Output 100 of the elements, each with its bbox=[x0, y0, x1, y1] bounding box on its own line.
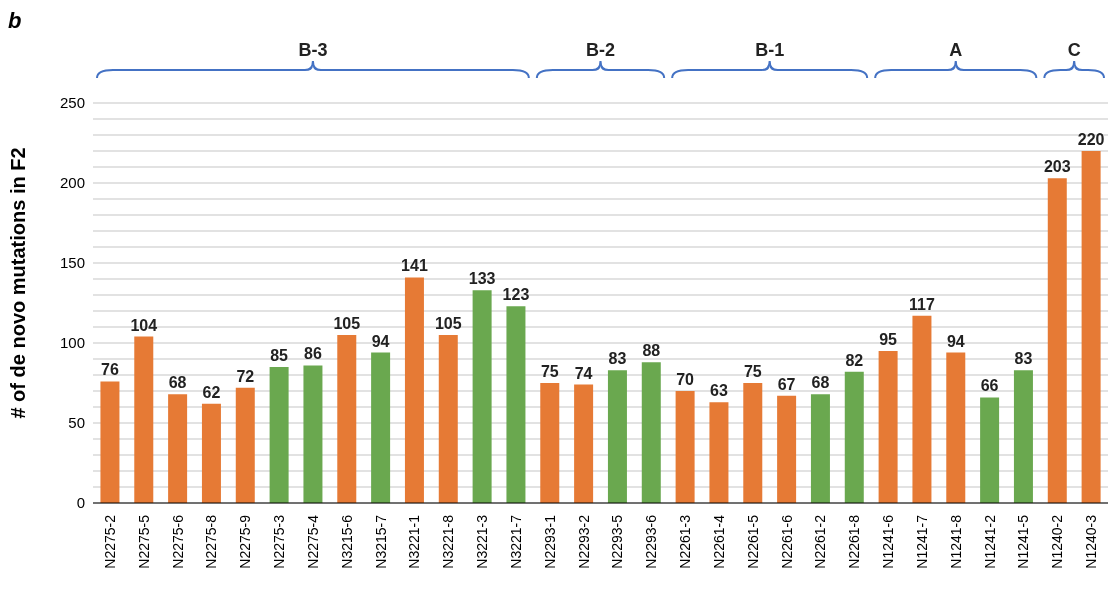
y-tick-label: 50 bbox=[68, 414, 85, 432]
x-tick-label: N2261-3 bbox=[677, 514, 694, 569]
bar bbox=[1013, 370, 1033, 503]
x-tick-label: N2275-5 bbox=[135, 514, 152, 569]
x-tick-label: N2293-5 bbox=[609, 514, 626, 569]
data-label: 66 bbox=[980, 377, 999, 395]
y-tick-label: 250 bbox=[59, 94, 85, 112]
bar bbox=[303, 365, 323, 503]
x-tick-label: N2293-6 bbox=[643, 514, 660, 569]
data-label: 133 bbox=[468, 270, 496, 288]
x-tick-label: N3221-8 bbox=[440, 514, 457, 569]
x-tick-label: N2293-2 bbox=[575, 514, 592, 569]
data-label: 94 bbox=[371, 332, 390, 350]
bar bbox=[269, 367, 289, 503]
bar bbox=[134, 336, 154, 503]
x-tick-label: N2275-8 bbox=[203, 514, 220, 569]
data-label: 95 bbox=[879, 331, 898, 348]
x-tick-label: N3221-1 bbox=[406, 514, 423, 569]
x-tick-label: N1241-2 bbox=[981, 514, 998, 569]
x-tick-label: N2275-6 bbox=[169, 514, 186, 569]
bar bbox=[607, 370, 627, 503]
data-label: 76 bbox=[101, 361, 119, 379]
bar bbox=[980, 397, 1000, 503]
data-label: 117 bbox=[909, 295, 935, 313]
data-label: 75 bbox=[743, 363, 762, 380]
bar bbox=[1081, 151, 1101, 503]
x-tick-label: N2261-6 bbox=[778, 514, 795, 569]
data-label: 75 bbox=[540, 363, 559, 380]
x-tick-label: N1240-3 bbox=[1083, 514, 1100, 569]
text: B-1 bbox=[755, 40, 785, 60]
bar bbox=[337, 335, 357, 503]
x-tick-label: N2293-1 bbox=[541, 514, 558, 569]
x-tick-label: N2261-8 bbox=[846, 514, 863, 569]
x-tick-label: N1241-8 bbox=[947, 514, 964, 569]
bar bbox=[777, 395, 797, 503]
x-tick-label: N1241-6 bbox=[880, 514, 897, 569]
bar bbox=[709, 402, 729, 503]
x-tick-label: N2261-2 bbox=[812, 514, 829, 569]
bar bbox=[506, 306, 526, 503]
data-label: 88 bbox=[642, 342, 661, 360]
data-label: 63 bbox=[710, 382, 728, 400]
data-label: 62 bbox=[202, 383, 221, 401]
x-tick-label: N1240-2 bbox=[1049, 514, 1066, 569]
data-label: 68 bbox=[811, 374, 830, 392]
y-tick-label: 0 bbox=[76, 494, 85, 512]
text: B-3 bbox=[298, 40, 328, 60]
x-tick-label: N2261-5 bbox=[744, 514, 761, 569]
data-label: 67 bbox=[777, 375, 796, 393]
x-tick-label: N3221-7 bbox=[507, 514, 524, 569]
data-label: 220 bbox=[1077, 131, 1105, 148]
data-label: 105 bbox=[434, 315, 462, 332]
x-tick-label: N3221-3 bbox=[474, 514, 491, 569]
chart-title: b bbox=[8, 8, 22, 34]
bar bbox=[168, 394, 188, 503]
data-label: 123 bbox=[502, 286, 530, 304]
bar bbox=[810, 394, 830, 503]
bar bbox=[472, 290, 492, 503]
x-tick-label: N2275-3 bbox=[271, 514, 288, 569]
bar bbox=[404, 277, 424, 503]
bar bbox=[641, 362, 661, 503]
data-label: 74 bbox=[574, 364, 593, 382]
bar bbox=[878, 351, 898, 503]
data-label: 203 bbox=[1043, 158, 1071, 176]
bar bbox=[946, 352, 966, 503]
bar bbox=[675, 391, 695, 503]
bar bbox=[844, 371, 864, 503]
data-label: 141 bbox=[401, 257, 428, 275]
data-label: 82 bbox=[845, 351, 864, 369]
bar bbox=[540, 383, 560, 503]
data-label: 86 bbox=[304, 345, 322, 363]
x-tick-label: N2275-9 bbox=[237, 514, 254, 569]
y-tick-label: 200 bbox=[59, 174, 85, 192]
data-label: 72 bbox=[236, 367, 255, 385]
text: A bbox=[949, 40, 963, 60]
bar bbox=[201, 403, 221, 503]
bar bbox=[100, 381, 120, 503]
x-tick-label: N1241-5 bbox=[1015, 514, 1032, 569]
data-label: 70 bbox=[676, 371, 695, 388]
data-label: 68 bbox=[168, 374, 187, 392]
bar bbox=[438, 335, 458, 503]
x-tick-label: N2275-2 bbox=[101, 514, 118, 569]
data-label: 85 bbox=[270, 347, 289, 364]
bar bbox=[1047, 178, 1067, 503]
data-label: 104 bbox=[130, 316, 158, 334]
x-tick-label: N3215-6 bbox=[338, 514, 355, 569]
bar bbox=[371, 352, 391, 503]
y-axis-title: # of de novo mutations in F2 bbox=[7, 147, 30, 419]
bar bbox=[235, 387, 255, 503]
x-tick-label: N2275-4 bbox=[304, 514, 321, 569]
text: B-2 bbox=[585, 40, 616, 60]
text: C bbox=[1067, 40, 1081, 60]
data-label: 94 bbox=[946, 332, 965, 350]
bar bbox=[574, 384, 594, 503]
x-tick-label: N3215-7 bbox=[372, 514, 389, 569]
bar bbox=[912, 315, 932, 503]
data-label: 83 bbox=[608, 350, 627, 368]
y-tick-label: 150 bbox=[59, 254, 85, 272]
y-tick-label: 100 bbox=[59, 334, 85, 352]
data-label: 105 bbox=[333, 315, 361, 332]
x-tick-label: N1241-7 bbox=[913, 514, 930, 569]
